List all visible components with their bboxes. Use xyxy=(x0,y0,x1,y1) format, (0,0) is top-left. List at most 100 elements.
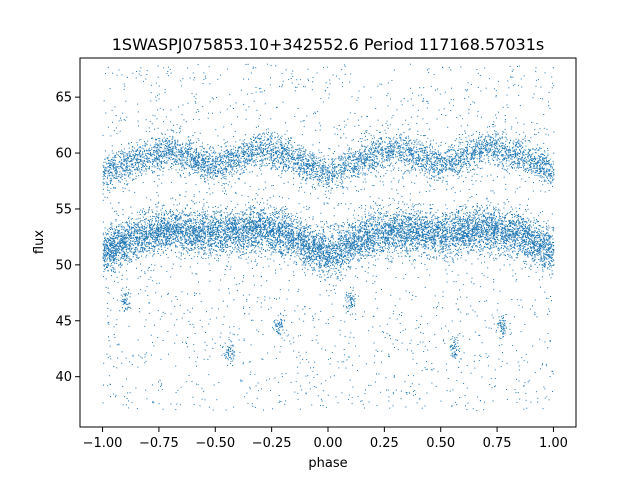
data-point xyxy=(301,251,302,252)
data-point xyxy=(434,258,435,259)
data-point xyxy=(139,231,140,232)
data-point xyxy=(522,239,523,240)
data-point xyxy=(219,235,220,236)
data-point xyxy=(322,244,323,245)
data-point xyxy=(115,229,116,230)
data-point xyxy=(348,242,349,243)
data-point xyxy=(476,214,477,215)
data-point xyxy=(308,235,309,236)
data-point xyxy=(123,256,124,257)
data-point xyxy=(240,240,241,241)
data-point xyxy=(400,235,401,236)
data-point xyxy=(368,267,369,268)
data-point xyxy=(207,214,208,215)
data-point xyxy=(472,215,473,216)
data-point xyxy=(485,247,486,248)
data-point xyxy=(319,261,320,262)
data-point xyxy=(292,226,293,227)
data-point xyxy=(124,256,125,257)
data-point xyxy=(476,252,477,253)
data-point xyxy=(135,254,136,255)
data-point xyxy=(378,244,379,245)
data-point xyxy=(130,236,131,237)
data-point xyxy=(324,238,325,239)
data-point xyxy=(312,231,313,232)
data-point xyxy=(485,224,486,225)
data-point xyxy=(380,226,381,227)
data-point xyxy=(276,213,277,214)
data-point xyxy=(303,263,304,264)
data-point xyxy=(306,257,307,258)
data-point xyxy=(142,212,143,213)
data-point xyxy=(145,240,146,241)
data-point xyxy=(531,232,532,233)
data-point xyxy=(475,217,476,218)
data-point xyxy=(360,224,361,225)
data-point xyxy=(435,229,436,230)
data-point xyxy=(251,235,252,236)
data-point xyxy=(409,218,410,219)
data-point xyxy=(316,258,317,259)
data-point xyxy=(401,216,402,217)
data-point xyxy=(505,233,506,234)
data-point xyxy=(270,213,271,214)
data-point xyxy=(213,250,214,251)
data-point xyxy=(435,239,436,240)
data-point xyxy=(378,235,379,236)
data-point xyxy=(249,227,250,228)
data-point xyxy=(335,224,336,225)
data-point xyxy=(483,221,484,222)
chart-title: 1SWASPJ075853.10+342552.6 Period 117168.… xyxy=(112,35,544,54)
data-point xyxy=(322,251,323,252)
data-point xyxy=(200,242,201,243)
data-point xyxy=(364,232,365,233)
data-point xyxy=(205,230,206,231)
data-point xyxy=(503,243,504,244)
data-point xyxy=(212,233,213,234)
data-point xyxy=(246,249,247,250)
data-point xyxy=(530,236,531,237)
data-point xyxy=(222,248,223,249)
data-point xyxy=(451,231,452,232)
data-point xyxy=(542,243,543,244)
data-point xyxy=(106,260,107,261)
data-point xyxy=(485,231,486,232)
data-point xyxy=(139,257,140,258)
data-point xyxy=(434,246,435,247)
data-point xyxy=(346,250,347,251)
data-point xyxy=(203,250,204,251)
data-point xyxy=(170,234,171,235)
data-point xyxy=(400,237,401,238)
data-point xyxy=(260,224,261,225)
data-point xyxy=(205,234,206,235)
data-point xyxy=(482,228,483,229)
data-point xyxy=(453,251,454,252)
data-point xyxy=(157,251,158,252)
data-point xyxy=(365,258,366,259)
data-point xyxy=(207,227,208,228)
data-point xyxy=(490,202,491,203)
data-point xyxy=(474,215,475,216)
data-point xyxy=(374,256,375,257)
data-point xyxy=(247,226,248,227)
data-point xyxy=(391,256,392,257)
data-point xyxy=(240,211,241,212)
data-point xyxy=(221,249,222,250)
data-point xyxy=(356,234,357,235)
data-point xyxy=(429,221,430,222)
data-point xyxy=(202,207,203,208)
data-point xyxy=(516,221,517,222)
data-point xyxy=(411,224,412,225)
data-point xyxy=(245,226,246,227)
data-point xyxy=(195,237,196,238)
data-point xyxy=(195,245,196,246)
data-point xyxy=(322,246,323,247)
data-point xyxy=(105,237,106,238)
data-point xyxy=(503,221,504,222)
data-point xyxy=(105,268,106,269)
data-point xyxy=(324,235,325,236)
data-point xyxy=(271,253,272,254)
data-point xyxy=(306,252,307,253)
data-point xyxy=(273,234,274,235)
data-point xyxy=(242,230,243,231)
